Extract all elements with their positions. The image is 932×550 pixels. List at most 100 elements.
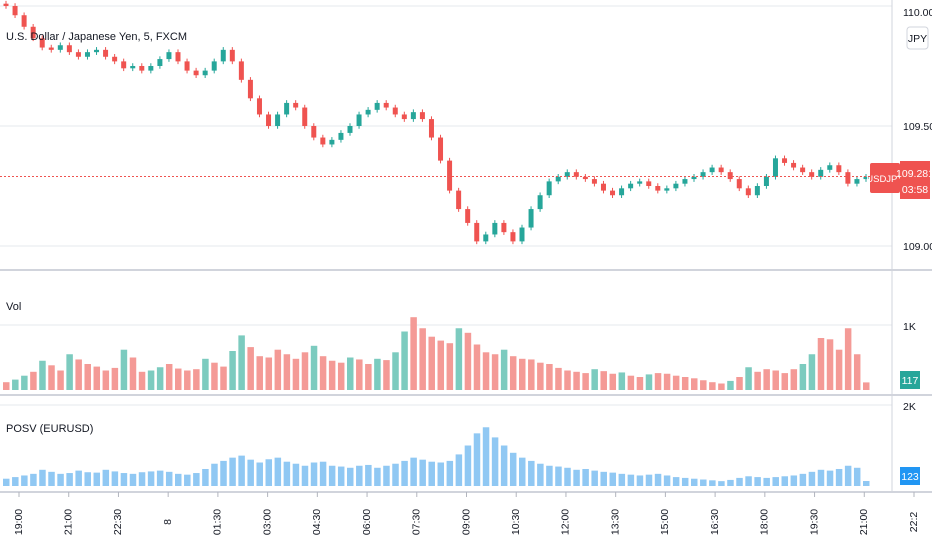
posv-bar xyxy=(30,473,37,486)
candle-body xyxy=(166,52,172,60)
posv-bar xyxy=(564,467,571,486)
volume-series[interactable] xyxy=(3,317,870,390)
candle-body xyxy=(220,49,226,62)
posv-bar xyxy=(763,477,770,486)
volume-bar xyxy=(826,339,834,390)
posv-bar xyxy=(292,463,300,486)
posv-bar xyxy=(374,467,381,486)
posv-bar xyxy=(184,474,191,486)
volume-bar xyxy=(835,349,843,390)
volume-bar xyxy=(455,328,463,390)
volume-bar xyxy=(636,377,644,390)
volume-bar xyxy=(292,358,300,390)
posv-bar xyxy=(301,465,309,486)
posv-bar xyxy=(220,460,227,486)
candle-body xyxy=(112,56,118,62)
candle-body xyxy=(809,172,815,177)
posv-bar xyxy=(781,476,789,486)
volume-tick-1k: 1K xyxy=(903,321,916,333)
candle-body xyxy=(646,181,652,186)
candle-body xyxy=(745,188,751,196)
candle-body xyxy=(184,61,190,71)
candle-body xyxy=(610,190,616,196)
posv-bar xyxy=(39,469,46,486)
posv-bar xyxy=(202,468,209,486)
candle-body xyxy=(438,137,444,161)
candle-body xyxy=(800,167,806,173)
candle-body xyxy=(275,114,281,126)
posv-bar xyxy=(328,465,336,486)
volume-bar xyxy=(175,368,182,390)
volume-bar xyxy=(799,364,807,390)
time-label: 03:00 xyxy=(261,509,273,535)
posv-tick-2k: 2K xyxy=(903,401,916,413)
candle-body xyxy=(139,66,145,71)
posv-bar xyxy=(509,452,517,486)
volume-bar xyxy=(464,332,472,390)
symbol-flag xyxy=(870,163,900,193)
posv-last-label: 123 xyxy=(900,467,920,485)
candle-body xyxy=(410,112,416,120)
volume-bar xyxy=(654,373,662,390)
posv-bar xyxy=(473,433,481,486)
volume-bar xyxy=(147,370,155,390)
volume-bar xyxy=(546,364,553,390)
posv-series[interactable] xyxy=(3,427,870,486)
candle-body xyxy=(845,172,851,184)
currency-button[interactable]: JPY xyxy=(906,26,929,50)
candle-body xyxy=(365,109,371,115)
posv-bar xyxy=(410,457,417,486)
symbol-title[interactable]: U.S. Dollar / Japanese Yen, 5, FXCM xyxy=(6,31,187,43)
time-label: 21:00 xyxy=(858,509,870,535)
volume-bar xyxy=(473,344,481,390)
posv-bar xyxy=(636,475,644,486)
posv-pane-title[interactable]: POSV (EURUSD) xyxy=(6,423,93,435)
volume-bar xyxy=(383,360,390,390)
time-axis[interactable]: 19:00 21:00 22:30 8 01:30 03:00 04:30 06:00 07:3… xyxy=(13,492,920,535)
candle-body xyxy=(700,172,706,177)
volume-bar xyxy=(229,351,236,390)
candle-body xyxy=(256,98,262,115)
last-price-value: 109.281 xyxy=(896,168,932,180)
candle-body xyxy=(57,45,63,50)
posv-bar xyxy=(799,473,807,486)
candle-body xyxy=(338,132,344,140)
posv-bar xyxy=(392,463,399,486)
posv-bar xyxy=(727,479,734,486)
candle-body xyxy=(637,181,643,184)
volume-bar xyxy=(564,370,571,390)
candle-body xyxy=(247,79,253,99)
posv-bar xyxy=(528,460,535,486)
volume-bar xyxy=(709,382,716,390)
posv-bar xyxy=(147,471,155,486)
candle-countdown: 03:58 xyxy=(902,184,928,196)
candle-body xyxy=(591,179,597,184)
posv-bar xyxy=(663,475,671,486)
posv-bar xyxy=(93,472,101,486)
time-label: 09:00 xyxy=(460,509,472,535)
posv-bar xyxy=(265,459,273,486)
volume-bar xyxy=(863,382,870,390)
time-label: 04:30 xyxy=(311,509,323,535)
candle-body xyxy=(320,137,326,145)
volume-bar xyxy=(790,369,798,390)
candle-body xyxy=(664,188,670,191)
volume-bar xyxy=(211,362,218,390)
time-label: 12:00 xyxy=(560,509,572,535)
volume-bar xyxy=(165,364,173,390)
posv-bar xyxy=(627,474,635,486)
candlestick-series[interactable] xyxy=(3,0,869,245)
time-label: 10:30 xyxy=(510,509,522,535)
price-axis[interactable]: 110.000 109.500 109.000 1K 2K xyxy=(903,7,932,413)
candle-body xyxy=(193,70,199,76)
volume-bar xyxy=(528,359,535,390)
posv-bar xyxy=(600,471,607,486)
posv-bar xyxy=(573,469,580,486)
volume-bar xyxy=(691,378,698,390)
volume-bar xyxy=(582,373,589,390)
currency-button-frame xyxy=(906,26,929,50)
posv-bar xyxy=(654,473,662,486)
posv-bar xyxy=(645,474,653,486)
volume-pane-title[interactable]: Vol xyxy=(6,301,21,313)
volume-bar xyxy=(102,370,110,390)
